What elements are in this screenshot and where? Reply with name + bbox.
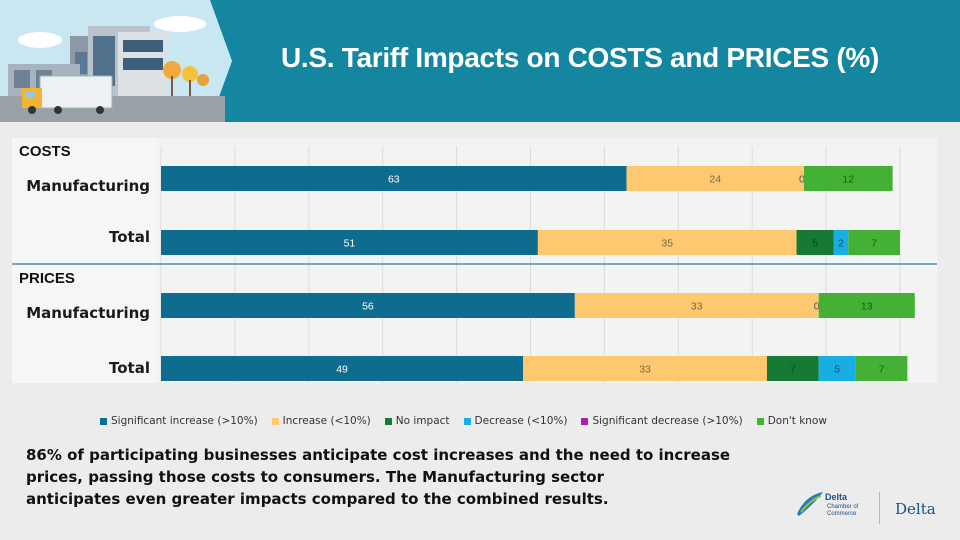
category-label: Manufacturing	[26, 177, 150, 195]
header-banner: U.S. Tariff Impacts on COSTS and PRICES …	[0, 0, 960, 122]
data-label: 35	[661, 238, 673, 250]
chamber-logo-sub: Chamber of Commerce	[827, 504, 858, 518]
legend-swatch	[100, 417, 107, 425]
data-label: 5	[812, 238, 818, 250]
legend-item: Significant decrease (>10%)	[581, 415, 743, 427]
data-label: 0	[814, 301, 820, 313]
stacked-bar-chart: 63 24 0 12 51 35 5 2 7 56 33 0 13 49 33 7 5 7	[12, 146, 937, 383]
bar-segment	[626, 166, 804, 191]
data-label: 51	[344, 238, 356, 250]
bar-segment	[855, 356, 908, 381]
data-label: 24	[709, 174, 721, 186]
data-label: 5	[834, 364, 840, 376]
bar-segment	[766, 356, 819, 381]
summary-line: anticipates even greater impacts compare…	[26, 490, 609, 508]
building-illustration-icon	[0, 0, 232, 122]
bar-segment	[818, 293, 915, 318]
page-title: U.S. Tariff Impacts on COSTS and PRICES …	[281, 42, 879, 73]
legend-item: Increase (<10%)	[271, 415, 371, 427]
legend-swatch	[463, 417, 471, 425]
legend-label: No impact	[395, 415, 450, 427]
category-label: Manufacturing	[26, 304, 150, 322]
legend-label: Decrease (<10%)	[474, 415, 568, 427]
row-labels-panel	[12, 138, 157, 383]
bar-segment	[803, 166, 893, 191]
legend-item: No impact	[384, 415, 450, 427]
bar-segment	[796, 230, 834, 255]
data-label: 12	[842, 174, 854, 186]
bar-segment	[161, 166, 627, 191]
data-label: 56	[362, 301, 374, 313]
chamber-logo-sub1: Chamber of	[827, 504, 859, 510]
legend-label: Don't know	[767, 415, 827, 427]
legend-label: Significant increase (>10%)	[111, 415, 258, 427]
category-label: Total	[109, 228, 150, 246]
summary-text: 86% of participating businesses anticipa…	[26, 444, 746, 510]
legend-label: Significant decrease (>10%)	[592, 415, 743, 427]
legend-label: Increase (<10%)	[282, 415, 371, 427]
legend-item: Significant increase (>10%)	[100, 415, 258, 427]
chamber-logo-name: Delta	[825, 492, 848, 502]
legend-swatch	[756, 417, 764, 425]
data-label: 2	[838, 238, 844, 250]
legend-item: Decrease (<10%)	[463, 415, 568, 427]
data-label: 13	[861, 301, 873, 313]
bar-segment	[574, 293, 819, 318]
section-label-prices: PRICES	[19, 270, 75, 287]
data-label: 33	[639, 364, 651, 376]
bar-segment	[161, 230, 538, 255]
bar-segment	[161, 356, 524, 381]
data-label: 7	[871, 238, 877, 250]
category-label: Total	[109, 359, 150, 377]
bar-segment	[818, 356, 856, 381]
summary-line: prices, passing those costs to consumers…	[26, 468, 604, 486]
data-label: 49	[336, 364, 348, 376]
section-label-costs: COSTS	[19, 143, 71, 160]
logo-divider	[879, 492, 880, 524]
bar-segment	[833, 230, 849, 255]
data-label: 0	[799, 174, 805, 186]
legend: Significant increase (>10%) Increase (<1…	[100, 415, 827, 427]
bar-segment	[523, 356, 767, 381]
city-logo: Delta	[895, 500, 936, 518]
data-label: 7	[879, 364, 885, 376]
legend-swatch	[271, 417, 279, 425]
data-label: 63	[388, 174, 400, 186]
data-label: 33	[691, 301, 703, 313]
data-label: 7	[790, 364, 796, 376]
legend-swatch	[581, 417, 589, 425]
bar-segment	[537, 230, 797, 255]
chamber-logo-sub2: Commerce	[827, 511, 857, 517]
logos: Delta Chamber of Commerce Delta	[795, 488, 945, 528]
bar-segment	[161, 293, 575, 318]
summary-line: 86% of participating businesses anticipa…	[26, 446, 731, 464]
chamber-logo-icon	[797, 492, 823, 516]
bar-segment	[848, 230, 900, 255]
legend-item: Don't know	[756, 415, 827, 427]
legend-swatch	[384, 417, 392, 425]
